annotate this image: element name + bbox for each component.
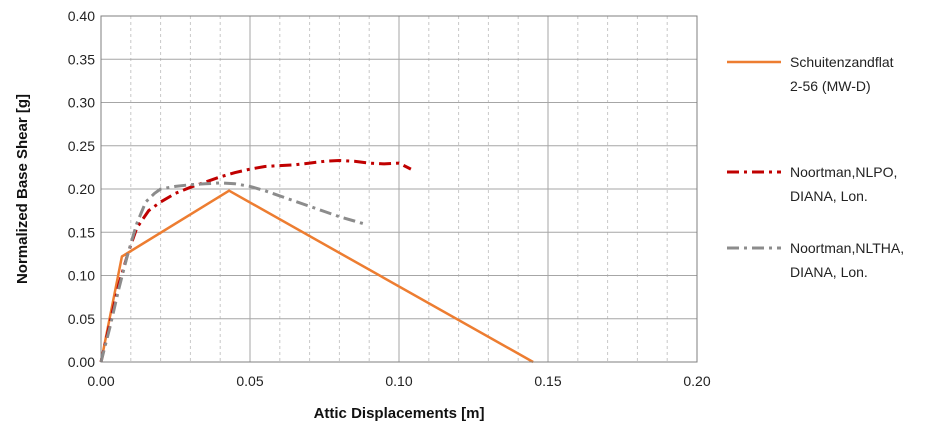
x-axis-title: Attic Displacements [m] — [314, 405, 485, 422]
y-tick-label: 0.20 — [68, 181, 95, 197]
y-tick-label: 0.30 — [68, 95, 95, 111]
series-line-1 — [99, 189, 534, 364]
y-tick-label: 0.25 — [68, 138, 95, 154]
y-tick-label: 0.10 — [68, 268, 95, 284]
x-tick-label: 0.15 — [534, 373, 561, 389]
y-axis-title: Normalized Base Shear [g] — [14, 94, 31, 284]
plot-border — [100, 15, 698, 363]
y-tick-label: 0.00 — [68, 354, 95, 370]
axes: 0.00 0.05 0.10 0.15 0.20 0.25 0.30 0.35 0.40 0.00… — [68, 8, 711, 389]
y-tick-label: 0.40 — [68, 8, 95, 24]
legend-label-3: Noortman,NLTHA, — [790, 240, 904, 256]
y-tick-label: 0.05 — [68, 311, 95, 327]
x-tick-label: 0.20 — [683, 373, 710, 389]
y-tick-label: 0.35 — [68, 51, 95, 67]
y-tick-label: 0.15 — [68, 224, 95, 240]
series-line-3 — [99, 181, 364, 363]
legend-label-2: DIANA, Lon. — [790, 188, 868, 204]
plot-area — [99, 159, 534, 364]
series-line-2 — [99, 159, 412, 363]
legend-label-1: Schuitenzandflat — [790, 54, 894, 70]
grid — [100, 15, 698, 363]
x-tick-label: 0.00 — [87, 373, 114, 389]
legend-label-2: Noortman,NLPO, — [790, 164, 897, 180]
legend-label-1: 2-56 (MW-D) — [790, 78, 871, 94]
legend: Schuitenzandflat 2-56 (MW-D) Noortman,NLPO… — [727, 54, 904, 280]
x-tick-label: 0.10 — [385, 373, 412, 389]
x-tick-label: 0.05 — [236, 373, 263, 389]
legend-label-3: DIANA, Lon. — [790, 264, 868, 280]
